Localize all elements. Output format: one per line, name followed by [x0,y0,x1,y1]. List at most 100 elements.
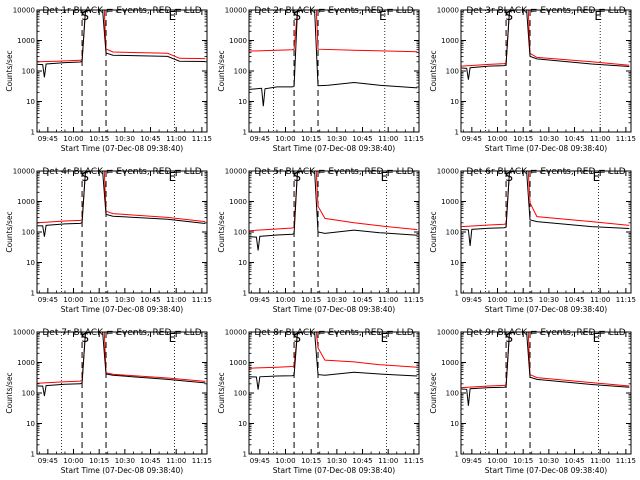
panel-title: Det 4r BLACK = Events, RED = LLD [42,167,201,177]
x-tick-label: 11:00 [166,296,186,304]
x-tick-label: 10:30 [115,135,135,143]
x-tick-label: 10:00 [275,135,295,143]
x-tick-label: 10:00 [487,135,507,143]
x-tick-label: 11:00 [590,135,610,143]
x-tick-label: 10:45 [140,457,160,465]
y-tick-label: 1000 [17,359,35,367]
x-tick-label: 11:15 [192,296,212,304]
x-tick-label: 10:45 [140,135,160,143]
x-tick-label: 11:15 [404,135,424,143]
lld-series-line [37,332,206,384]
x-tick-label: 11:00 [166,135,186,143]
x-tick-label: 09:45 [250,135,270,143]
lld-series-line [249,10,418,53]
x-tick-label: 10:00 [487,296,507,304]
x-tick-label: 10:15 [513,457,533,465]
x-tick-label: 10:45 [564,457,584,465]
marker-e: E [381,170,389,184]
x-tick-label: 11:15 [404,457,424,465]
x-tick-label: 10:00 [63,457,83,465]
x-tick-label: 11:15 [616,457,636,465]
y-tick-label: 1 [31,129,35,137]
x-tick-label: 10:30 [327,135,347,143]
y-axis-label: Counts/sec [429,372,438,413]
y-tick-label: 10000 [13,168,35,176]
y-tick-label: 100 [446,390,459,398]
marker-e: E [169,170,177,184]
x-tick-label: 10:00 [275,296,295,304]
y-tick-label: 1 [31,290,35,298]
y-axis-label: Counts/sec [429,50,438,91]
y-tick-label: 1 [455,451,459,459]
marker-s: S [293,331,301,345]
y-tick-label: 1000 [229,198,247,206]
x-tick-label: 10:15 [301,457,321,465]
y-axis-label: Counts/sec [217,372,226,413]
panel-title: Det 3r BLACK = Events, RED = LLD [466,6,625,16]
y-tick-label: 1000 [441,359,459,367]
x-tick-label: 10:45 [352,296,372,304]
x-tick-label: 10:45 [564,296,584,304]
lld-series-line [461,171,630,228]
y-tick-label: 10000 [437,168,459,176]
x-tick-label: 10:15 [89,457,109,465]
y-tick-label: 10000 [13,7,35,15]
y-tick-label: 100 [446,68,459,76]
y-axis-label: Counts/sec [217,211,226,252]
y-tick-label: 1000 [441,198,459,206]
y-tick-label: 100 [22,229,35,237]
marker-s: S [81,331,89,345]
panel-title: Det 7r BLACK = Events, RED = LLD [42,328,201,338]
plot-frame [248,331,420,455]
y-tick-label: 1000 [229,359,247,367]
y-tick-label: 10 [450,259,459,267]
y-axis-label: Counts/sec [429,211,438,252]
x-tick-label: 10:30 [327,296,347,304]
y-axis-label: Counts/sec [5,50,14,91]
y-tick-label: 10 [26,259,35,267]
y-tick-label: 1 [243,451,247,459]
panel-title: Det 2r BLACK = Events, RED = LLD [254,6,413,16]
lld-series-line [461,332,630,389]
x-tick-label: 10:30 [115,457,135,465]
x-tick-label: 11:00 [378,457,398,465]
plot-frame [248,9,420,133]
panel-title: Det 5r BLACK = Events, RED = LLD [254,167,413,177]
marker-s: S [293,170,301,184]
x-tick-label: 09:45 [462,135,482,143]
y-tick-label: 10 [450,98,459,106]
x-tick-label: 10:00 [63,135,83,143]
y-tick-label: 1 [31,451,35,459]
lld-series-line [461,10,630,67]
x-tick-label: 10:00 [275,457,295,465]
events-series-line [249,10,418,107]
x-axis-label: Start Time (07-Dec-08 09:38:40) [61,466,183,475]
panel-title: Det 8r BLACK = Events, RED = LLD [254,328,413,338]
events-series-line [37,332,206,397]
x-tick-label: 09:45 [250,457,270,465]
y-tick-label: 1000 [17,198,35,206]
x-axis-label: Start Time (07-Dec-08 09:38:40) [273,305,395,314]
marker-s: S [505,331,513,345]
y-axis-label: Counts/sec [5,372,14,413]
x-tick-label: 10:45 [352,457,372,465]
x-tick-label: 09:45 [38,135,58,143]
y-tick-label: 1000 [229,37,247,45]
x-tick-label: 09:45 [462,296,482,304]
x-tick-label: 10:45 [352,135,372,143]
events-series-line [37,10,206,78]
marker-s: S [293,9,301,23]
marker-e: E [593,170,601,184]
x-axis-label: Start Time (07-Dec-08 09:38:40) [485,144,607,153]
x-axis-label: Start Time (07-Dec-08 09:38:40) [485,305,607,314]
y-tick-label: 10 [450,420,459,428]
x-tick-label: 09:45 [38,296,58,304]
lld-series-line [37,10,206,63]
y-tick-label: 10000 [437,7,459,15]
x-tick-label: 10:30 [539,135,559,143]
x-tick-label: 10:15 [301,296,321,304]
